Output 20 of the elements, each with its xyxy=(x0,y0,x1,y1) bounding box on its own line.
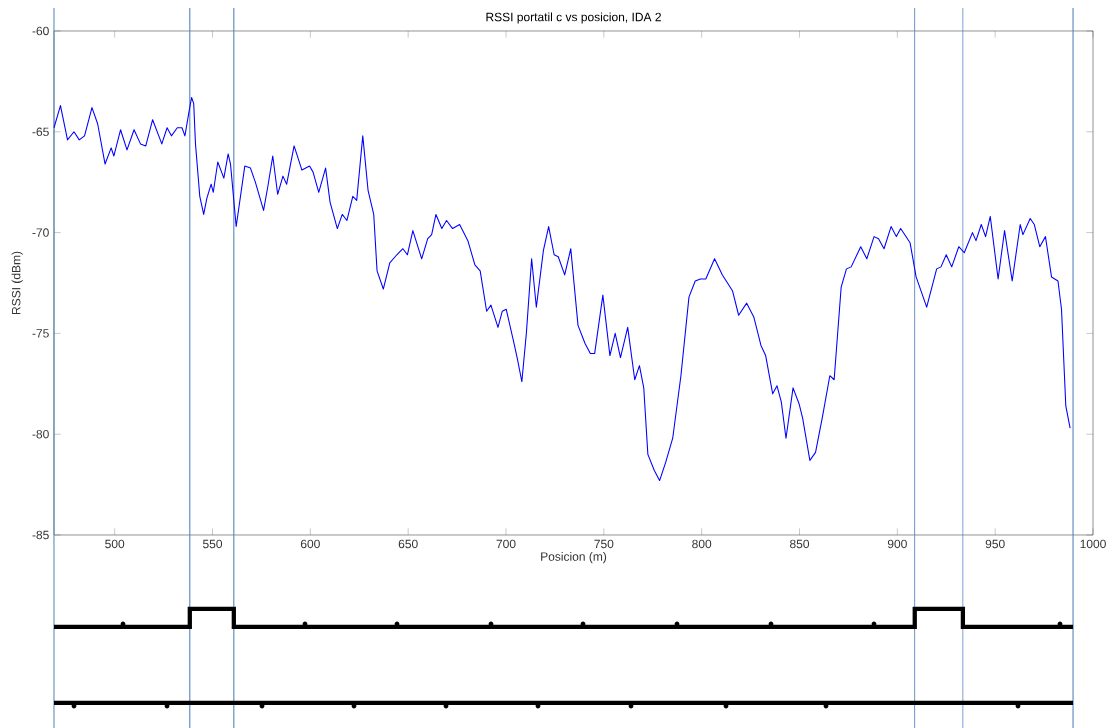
y-tick-label: -80 xyxy=(32,429,49,439)
x-tick-label: 950 xyxy=(985,539,1005,549)
x-axis-title: Posicion (m) xyxy=(541,552,607,564)
y-tick-label: -70 xyxy=(32,228,49,237)
x-tick-label: 1000 xyxy=(1080,539,1106,549)
x-tick-label: 500 xyxy=(105,539,125,549)
y-tick-label: -85 xyxy=(32,530,49,540)
x-tick-label: 700 xyxy=(496,539,516,549)
x-tick-label: 900 xyxy=(887,539,907,549)
x-tick-label: 600 xyxy=(300,539,320,549)
x-tick-label: 800 xyxy=(692,539,712,549)
y-axis-title: RSSI (dBm) xyxy=(11,251,23,315)
x-tick-label: 650 xyxy=(398,539,418,549)
y-tick-label: -75 xyxy=(32,329,49,338)
x-tick-label: 850 xyxy=(790,539,810,549)
y-tick-label: -65 xyxy=(32,127,49,137)
y-tick-label: -60 xyxy=(32,26,49,36)
x-tick-label: 550 xyxy=(202,539,223,549)
x-tick-label: 750 xyxy=(594,539,614,549)
chart-title: RSSI portatil c vs posicion, IDA 2 xyxy=(486,12,661,24)
